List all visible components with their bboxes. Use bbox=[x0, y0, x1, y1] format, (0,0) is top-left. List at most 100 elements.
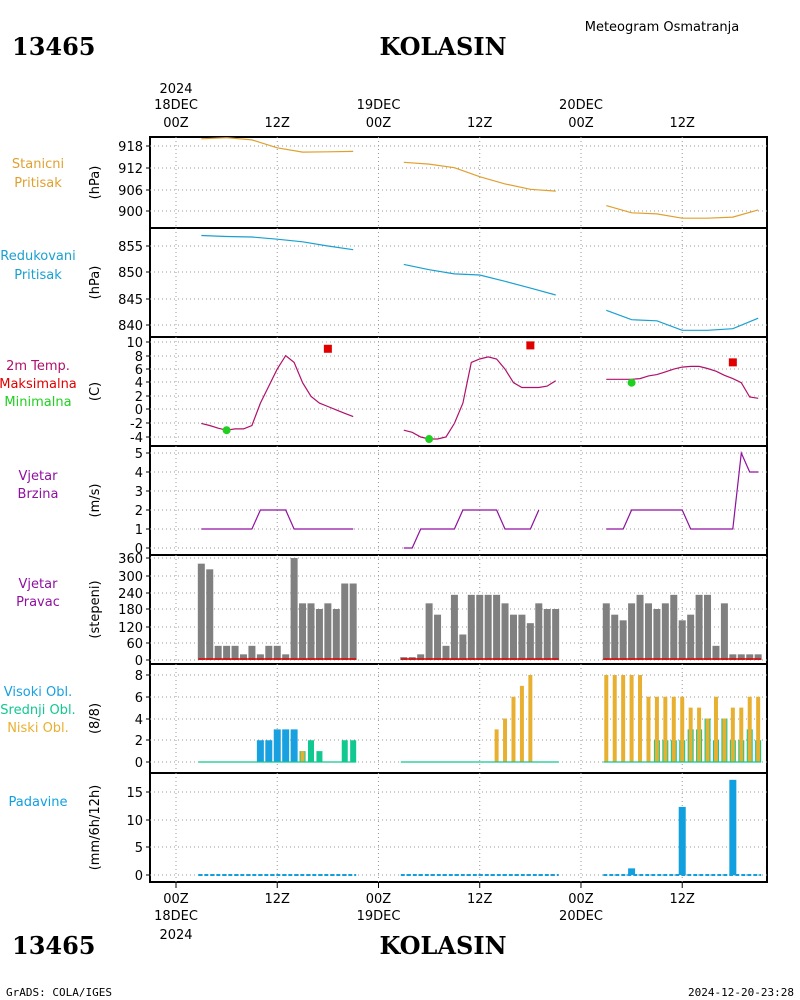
unit-label: (mm/6h/12h) bbox=[88, 785, 103, 871]
cloud-bar bbox=[604, 675, 609, 762]
cloud-bar bbox=[307, 740, 314, 762]
y-tick-label: 6 bbox=[135, 691, 143, 706]
cloud-bar bbox=[273, 729, 281, 762]
cloud-bar bbox=[282, 729, 290, 762]
y-tick-label: 3 bbox=[135, 485, 143, 500]
wind-dir-bar bbox=[619, 620, 627, 660]
wind-dir-bar bbox=[299, 603, 307, 660]
wind-dir-bar bbox=[206, 569, 214, 660]
wind-dir-bar bbox=[256, 654, 264, 660]
cloud-bar bbox=[663, 696, 668, 762]
panel-frame bbox=[149, 136, 768, 229]
cloud-bar bbox=[671, 696, 676, 762]
footer-station-id: 13465 bbox=[12, 931, 96, 960]
panels: 918912906900(hPa)StanicniPritisak8558508… bbox=[0, 136, 768, 884]
bottom-tick-label: 12Z bbox=[265, 892, 291, 907]
y-tick-label: 2 bbox=[135, 390, 143, 405]
y-tick-label: 4 bbox=[135, 376, 143, 391]
cloud-bar bbox=[730, 707, 735, 762]
wind-dir-bar bbox=[265, 645, 273, 660]
max-temp-marker bbox=[526, 341, 535, 350]
panel-frame bbox=[149, 336, 768, 447]
wind-dir-bar bbox=[442, 645, 450, 660]
wind-dir-bar bbox=[602, 603, 610, 660]
panel-frame bbox=[149, 227, 768, 338]
wind-dir-bar bbox=[467, 594, 475, 660]
cloud-bar bbox=[290, 729, 298, 762]
bottom-tick-label: 12Z bbox=[467, 892, 493, 907]
series-line bbox=[201, 234, 354, 251]
cloud-bar bbox=[654, 696, 659, 762]
panel-frame bbox=[149, 445, 768, 556]
y-tick-label: 15 bbox=[126, 786, 143, 801]
top-tick-label: 00Z bbox=[163, 116, 189, 131]
panel-cloud_cover: 8 6 4 2 0 (8/8) Visoki Obl. Srednji Obl. Niski O… bbox=[0, 663, 768, 774]
wind-dir-bar bbox=[661, 603, 669, 660]
y-tick-label: 0 bbox=[135, 756, 143, 771]
cloud-bar bbox=[739, 707, 744, 762]
y-tick-label: 0 bbox=[135, 869, 143, 884]
panel-precipitation: 15 10 5 0 (mm/6h/12h) Padavine bbox=[9, 772, 768, 884]
top-year: 2024 bbox=[159, 82, 192, 97]
cloud-bar bbox=[519, 685, 524, 762]
cloud-bar bbox=[528, 675, 533, 762]
y-tick-label: -4 bbox=[130, 431, 143, 446]
series-line bbox=[403, 263, 556, 296]
cloud-bar bbox=[705, 718, 710, 762]
cloud-bar bbox=[756, 696, 761, 762]
unit-label: (8/8) bbox=[88, 703, 103, 734]
panel-label: Stanicni bbox=[12, 157, 64, 172]
cloud-bar bbox=[612, 675, 617, 762]
y-tick-label: 850 bbox=[118, 266, 143, 281]
precip-bar bbox=[628, 868, 636, 875]
y-tick-label: 840 bbox=[118, 319, 143, 334]
y-tick-label: 845 bbox=[118, 293, 143, 308]
cloud-bar bbox=[511, 696, 516, 762]
cloud-bar bbox=[638, 675, 643, 762]
y-tick-label: 6 bbox=[135, 363, 143, 378]
wind-dir-bar bbox=[653, 609, 661, 660]
wind-dir-bar bbox=[695, 594, 703, 660]
y-tick-label: 10 bbox=[126, 814, 143, 829]
wind-dir-bar bbox=[434, 614, 442, 660]
y-tick-label: 5 bbox=[135, 447, 143, 462]
y-tick-label: 4 bbox=[135, 466, 143, 481]
wind-dir-bar bbox=[450, 594, 458, 660]
wind-dir-bar bbox=[754, 654, 762, 660]
bottom-time-axis: 18DEC 19DEC 20DEC 00Z 12Z 00Z 12Z 00Z 12Z bbox=[154, 882, 695, 924]
wind-dir-bar bbox=[670, 594, 678, 660]
series-line bbox=[201, 137, 354, 153]
panel-frame bbox=[149, 772, 768, 883]
panel-label: Pravac bbox=[16, 595, 60, 610]
cloud-bar bbox=[629, 675, 634, 762]
unit-label: (hPa) bbox=[88, 166, 103, 200]
wind-dir-bar bbox=[535, 603, 543, 660]
credit: GrADS: COLA/IGES bbox=[6, 986, 112, 999]
min-temp-marker bbox=[425, 435, 434, 444]
wind-dir-bar bbox=[704, 594, 712, 660]
cloud-bar bbox=[341, 740, 348, 762]
wind-dir-bar bbox=[737, 654, 745, 660]
bottom-date-label: 19DEC bbox=[357, 909, 401, 924]
panel-label: Niski Obl. bbox=[7, 721, 69, 736]
wind-dir-bar bbox=[543, 609, 551, 660]
wind-dir-bar bbox=[484, 594, 492, 660]
wind-dir-bar bbox=[282, 654, 290, 660]
unit-label: (C) bbox=[88, 382, 103, 401]
cloud-bar bbox=[350, 740, 357, 762]
panel-reduced_pressure: 855 850 845 840 (hPa) Redukovani Pritisak bbox=[0, 227, 768, 338]
y-tick-label: 912 bbox=[118, 162, 143, 177]
unit-label: (stepeni) bbox=[88, 580, 103, 638]
cloud-bar bbox=[722, 718, 727, 762]
y-tick-label: 360 bbox=[118, 552, 143, 567]
top-date-label: 20DEC bbox=[559, 98, 603, 113]
cloud-bar bbox=[713, 696, 718, 762]
y-tick-label: 180 bbox=[118, 603, 143, 618]
wind-dir-bar bbox=[273, 645, 281, 660]
wind-dir-bar bbox=[248, 645, 256, 660]
min-temp-marker bbox=[627, 378, 636, 387]
cloud-bar bbox=[256, 740, 264, 762]
panel-label: Vjetar bbox=[19, 577, 59, 592]
